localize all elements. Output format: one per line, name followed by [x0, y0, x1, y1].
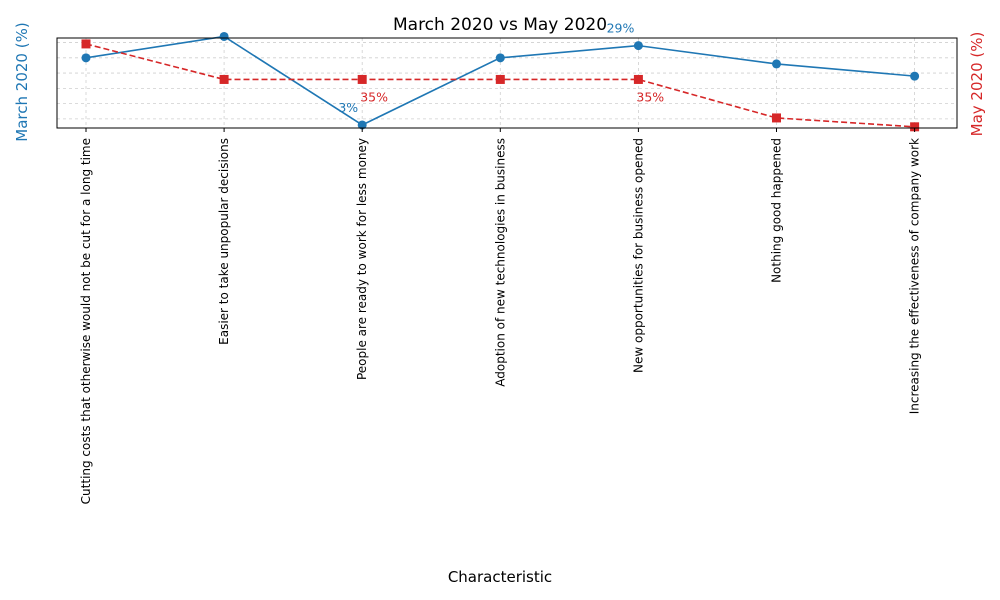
point-0-3 — [495, 53, 505, 63]
left-axis-title: March 2020 (%) — [13, 22, 31, 141]
point-1-0 — [81, 39, 91, 49]
point-0-0 — [81, 53, 91, 63]
series-1 — [81, 39, 920, 132]
grid-lines — [57, 38, 957, 128]
point-0-5 — [772, 59, 781, 69]
series-0 — [81, 31, 920, 130]
x-tick-label-3: Adoption of new technologies in business — [493, 138, 507, 387]
plot-frame — [56, 37, 958, 129]
point-0-1 — [219, 31, 229, 41]
data-label-0: 3% — [338, 100, 358, 115]
x-tick-label-0: Cutting costs that otherwise would not b… — [79, 138, 93, 504]
data-label-3: 35% — [636, 89, 664, 104]
point-1-4 — [633, 74, 643, 84]
x-tick-label-4: New opportunities for business opened — [631, 138, 645, 373]
right-axis-title: May 2020 (%) — [968, 32, 986, 137]
point-1-2 — [357, 74, 367, 84]
chart-title: March 2020 vs May 2020 — [393, 15, 607, 35]
x-tick-label-6: Increasing the effectiveness of company … — [908, 138, 922, 414]
point-0-4 — [633, 41, 643, 51]
point-1-1 — [219, 74, 229, 84]
point-1-6 — [910, 122, 920, 132]
point-0-2 — [357, 120, 367, 130]
x-tick-label-5: Nothing good happened — [770, 138, 784, 283]
x-axis-title: Characteristic — [448, 568, 552, 586]
data-labels: 3% 29% 35% 35% — [338, 21, 664, 115]
x-tick-label-2: People are ready to work for less money — [355, 138, 369, 380]
data-label-2: 35% — [360, 89, 388, 104]
data-label-1: 29% — [607, 21, 635, 36]
point-1-5 — [772, 113, 781, 123]
series-layer — [81, 31, 920, 132]
point-0-6 — [910, 71, 920, 81]
point-1-3 — [495, 74, 505, 84]
x-tick-label-1: Easier to take unpopular decisions — [217, 138, 231, 345]
axes: Cutting costs that otherwise would not b… — [56, 37, 958, 504]
